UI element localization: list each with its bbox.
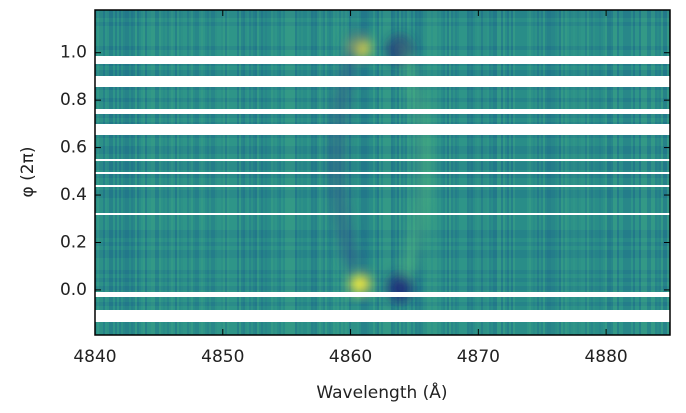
texture — [95, 26, 670, 30]
texture — [95, 218, 670, 222]
texture — [95, 46, 670, 50]
texture — [95, 214, 670, 218]
texture — [95, 278, 670, 282]
texture — [95, 302, 670, 306]
texture — [95, 238, 670, 242]
texture — [95, 34, 670, 38]
y-tick-label: 0.0 — [60, 280, 87, 300]
data-gaps — [95, 56, 670, 322]
texture — [95, 102, 670, 106]
texture — [95, 86, 670, 90]
texture — [95, 298, 670, 302]
texture — [95, 254, 670, 258]
texture — [95, 138, 670, 142]
texture — [95, 150, 670, 154]
texture — [95, 250, 670, 254]
texture — [95, 230, 670, 234]
texture — [95, 18, 670, 22]
texture — [95, 66, 670, 70]
texture — [95, 258, 670, 262]
texture — [95, 266, 670, 270]
texture — [95, 30, 670, 34]
texture — [95, 70, 670, 74]
texture — [95, 118, 670, 122]
texture — [95, 282, 670, 286]
texture — [95, 274, 670, 278]
texture — [95, 222, 670, 226]
texture — [95, 186, 670, 190]
y-tick-label: 0.8 — [60, 90, 87, 110]
texture — [95, 166, 670, 170]
texture — [95, 198, 670, 202]
texture — [95, 242, 670, 246]
texture — [95, 94, 670, 98]
y-tick-label: 0.6 — [60, 138, 87, 158]
texture — [95, 146, 670, 150]
texture — [95, 154, 670, 158]
texture — [95, 306, 670, 310]
y-axis-label: φ (2π) — [18, 147, 38, 198]
texture — [95, 174, 670, 178]
texture — [95, 246, 670, 250]
texture — [95, 10, 670, 14]
texture — [95, 226, 670, 230]
texture — [95, 330, 670, 334]
texture — [95, 134, 670, 138]
texture — [95, 182, 670, 186]
texture — [95, 38, 670, 42]
image-features — [95, 27, 670, 322]
x-tick-label: 4850 — [201, 347, 244, 367]
texture — [95, 194, 670, 198]
texture — [95, 90, 670, 94]
texture — [95, 206, 670, 210]
texture — [95, 106, 670, 110]
y-tick-label: 0.4 — [60, 185, 87, 205]
x-tick-label: 4860 — [329, 347, 372, 367]
texture — [95, 14, 670, 18]
texture — [95, 98, 670, 102]
y-tick-label: 0.2 — [60, 232, 87, 252]
texture — [95, 178, 670, 182]
texture — [95, 22, 670, 26]
texture — [95, 190, 670, 194]
texture — [95, 286, 670, 290]
texture — [95, 326, 670, 330]
texture — [95, 202, 670, 206]
texture — [95, 262, 670, 266]
x-axis-label: Wavelength (Å) — [316, 381, 447, 403]
x-tick-label: 4840 — [73, 347, 116, 367]
texture — [95, 234, 670, 238]
texture — [95, 42, 670, 46]
texture — [95, 50, 670, 54]
x-tick-label: 4870 — [457, 347, 500, 367]
y-tick-label: 1.0 — [60, 43, 87, 63]
texture — [95, 162, 670, 166]
texture — [95, 142, 670, 146]
texture — [95, 210, 670, 214]
texture — [95, 114, 670, 118]
plot-frame — [94, 9, 671, 336]
texture — [95, 270, 670, 274]
x-tick-label: 4880 — [584, 347, 627, 367]
texture — [95, 322, 670, 326]
